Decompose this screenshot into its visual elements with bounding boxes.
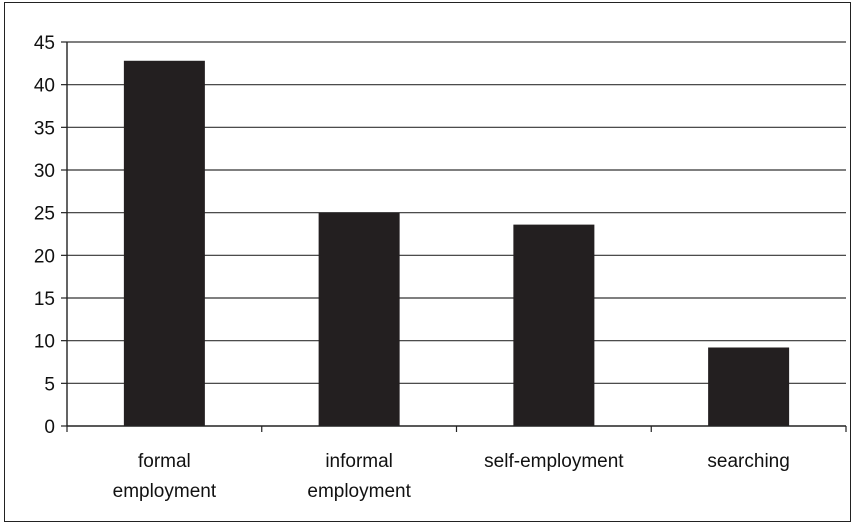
category-label: employment [307, 481, 411, 502]
y-tick-label: 10 [34, 332, 55, 353]
y-tick-label: 20 [34, 246, 55, 267]
category-label: informal [325, 451, 393, 472]
y-tick-label: 45 [34, 33, 55, 54]
y-tick-label: 40 [34, 76, 55, 97]
category-labels: formal employment informal employment self-e… [113, 451, 790, 502]
bar [513, 224, 595, 426]
bar [318, 212, 400, 426]
axes [61, 41, 847, 432]
category-label: searching [707, 451, 789, 472]
y-tick-label: 5 [44, 374, 55, 395]
category-label: self-employment [484, 451, 624, 472]
y-tick-label: 0 [44, 417, 55, 438]
category-label: employment [113, 481, 217, 502]
chart-frame: 0 5 10 15 20 25 30 35 40 45 formal employment infor… [4, 2, 851, 522]
bars [123, 60, 790, 426]
y-tick-label: 15 [34, 289, 55, 310]
y-tick-label: 30 [34, 161, 55, 182]
y-tick-labels: 0 5 10 15 20 25 30 35 40 45 [34, 33, 55, 438]
category-label: formal [138, 451, 191, 472]
y-tick-label: 25 [34, 204, 55, 225]
y-tick-label: 35 [34, 118, 55, 139]
bar [123, 60, 205, 426]
bar [708, 347, 790, 426]
bar-chart: 0 5 10 15 20 25 30 35 40 45 formal employment infor… [34, 33, 847, 502]
